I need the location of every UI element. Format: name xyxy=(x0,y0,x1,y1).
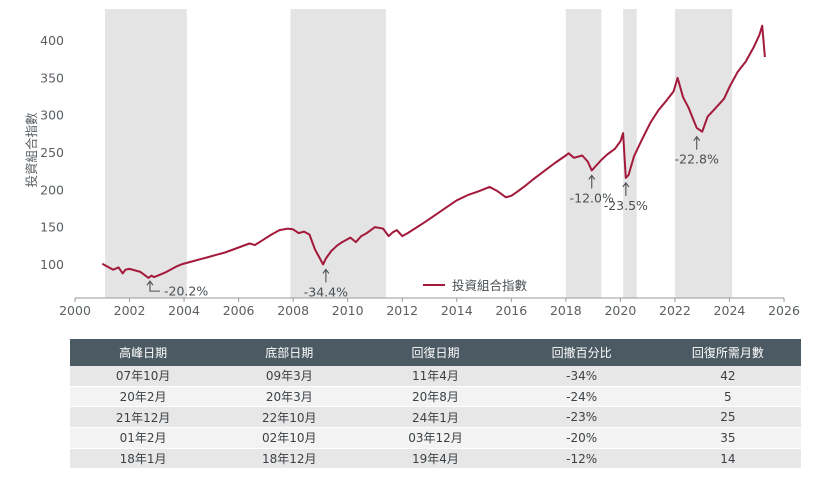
x-tick-label: 2012 xyxy=(386,303,418,318)
y-tick-label: 250 xyxy=(40,145,64,160)
table-row: 20年2月 20年3月 20年8月 -24% 5 xyxy=(70,386,801,408)
drawdown-annotation: -20.2% xyxy=(146,280,208,299)
shaded-period xyxy=(623,9,637,298)
x-tick-label: 2010 xyxy=(332,303,364,318)
legend: 投資組合指數 xyxy=(423,278,528,293)
x-tick-label: 2008 xyxy=(277,303,309,318)
y-tick-label: 100 xyxy=(40,257,64,272)
header-recovery-months: 回復所需月數 xyxy=(654,339,801,366)
cell-trough-date: 02年10月 xyxy=(216,427,363,449)
cell-recovery-date: 20年8月 xyxy=(362,386,509,408)
table-row: 21年12月 22年10月 24年1月 -23% 25 xyxy=(70,406,801,429)
annotation-arrowhead xyxy=(693,135,701,141)
cell-peak-date: 18年1月 xyxy=(70,448,217,470)
cell-recovery-months: 25 xyxy=(654,406,801,429)
cell-drawdown-pct: -23% xyxy=(508,406,655,429)
cell-drawdown-pct: -34% xyxy=(508,366,655,387)
y-tick-label: 200 xyxy=(40,182,64,197)
header-peak-date: 高峰日期 xyxy=(70,339,217,366)
shaded-period xyxy=(565,9,602,298)
cell-trough-date: 18年12月 xyxy=(216,448,363,470)
header-drawdown-pct: 回撤百分比 xyxy=(508,339,655,366)
shaded-period xyxy=(104,9,187,298)
drawdown-chart: 2000 2002 2004 2006 2008 2010 2012 2014 2016 2018… xyxy=(24,9,800,318)
cell-recovery-date: 03年12月 xyxy=(362,427,509,449)
x-tick-label: 2002 xyxy=(114,303,146,318)
header-trough-date: 底部日期 xyxy=(216,339,363,366)
shaded-period xyxy=(674,9,733,298)
annotation-layer: -20.2% -34.4% -12.0%-23.5% -22.8% xyxy=(146,135,719,299)
cell-recovery-months: 14 xyxy=(654,448,801,470)
header-recovery-date: 回復日期 xyxy=(362,339,509,366)
x-tick-label: 2026 xyxy=(768,303,800,318)
cell-drawdown-pct: -24% xyxy=(508,386,655,408)
y-tick-label: 300 xyxy=(40,108,64,123)
table-row: 01年2月 02年10月 03年12月 -20% 35 xyxy=(70,427,801,449)
x-tick-label: 2000 xyxy=(59,303,91,318)
x-tick-label: 2016 xyxy=(495,303,527,318)
drawdown-annotation: -22.8% xyxy=(675,135,719,167)
shaded-periods xyxy=(104,9,733,298)
drawdown-annotation: -34.4% xyxy=(304,268,348,299)
annotation-arrowhead xyxy=(146,280,154,286)
y-tick-label: 400 xyxy=(40,33,64,48)
x-tick-label: 2020 xyxy=(604,303,636,318)
drawdown-table: 高峰日期 底部日期 回復日期 回撤百分比 回復所需月數 07年10月 09年3月 1… xyxy=(70,339,801,470)
cell-recovery-months: 5 xyxy=(654,386,801,408)
cell-recovery-date: 24年1月 xyxy=(362,406,509,429)
x-tick-label: 2004 xyxy=(168,303,200,318)
cell-recovery-date: 19年4月 xyxy=(362,448,509,470)
annotation-arrowhead xyxy=(622,181,630,188)
cell-recovery-months: 35 xyxy=(654,427,801,449)
x-tick-label: 2024 xyxy=(714,303,746,318)
drawdown-annotation: -12.0% xyxy=(570,174,614,205)
cell-trough-date: 09年3月 xyxy=(216,366,363,387)
cell-recovery-date: 11年4月 xyxy=(362,366,509,387)
series-line xyxy=(101,24,766,279)
annotation-label: -22.8% xyxy=(675,152,719,167)
annotation-arrowhead xyxy=(322,268,330,274)
annotation-arrowhead xyxy=(588,174,596,180)
x-tick-label: 2022 xyxy=(659,303,691,318)
annotation-label: -20.2% xyxy=(164,284,208,299)
y-tick-label: 350 xyxy=(40,70,64,85)
annotation-label: -23.5% xyxy=(604,198,648,213)
x-tick-label: 2014 xyxy=(441,303,473,318)
x-tick-label: 2006 xyxy=(223,303,255,318)
shaded-period xyxy=(290,9,386,298)
cell-recovery-months: 42 xyxy=(654,366,801,387)
x-tick-label: 2018 xyxy=(550,303,582,318)
cell-trough-date: 20年3月 xyxy=(216,386,363,408)
cell-peak-date: 21年12月 xyxy=(70,406,217,429)
cell-peak-date: 07年10月 xyxy=(70,366,217,387)
cell-drawdown-pct: -20% xyxy=(508,427,655,449)
legend-label: 投資組合指數 xyxy=(452,278,528,293)
cell-trough-date: 22年10月 xyxy=(216,406,363,429)
annotation-arrow xyxy=(149,281,160,292)
annotation-label: -34.4% xyxy=(304,284,348,299)
cell-peak-date: 20年2月 xyxy=(70,386,217,408)
table-row: 07年10月 09年3月 11年4月 -34% 42 xyxy=(70,366,801,387)
y-tick-label: 150 xyxy=(40,220,64,235)
table-header-row: 高峰日期 底部日期 回復日期 回撤百分比 回復所需月數 xyxy=(70,339,801,366)
chart-axis: 2000 2002 2004 2006 2008 2010 2012 2014 2016 2018… xyxy=(40,33,800,318)
table-row: 18年1月 18年12月 19年4月 -12% 14 xyxy=(70,448,801,470)
cell-peak-date: 01年2月 xyxy=(70,427,217,449)
annotation-label: -12.0% xyxy=(570,190,614,205)
cell-drawdown-pct: -12% xyxy=(508,448,655,470)
series-layer xyxy=(101,24,766,279)
drawdown-annotation: -23.5% xyxy=(604,181,648,213)
y-axis-label: 投資組合指數 xyxy=(24,112,39,188)
